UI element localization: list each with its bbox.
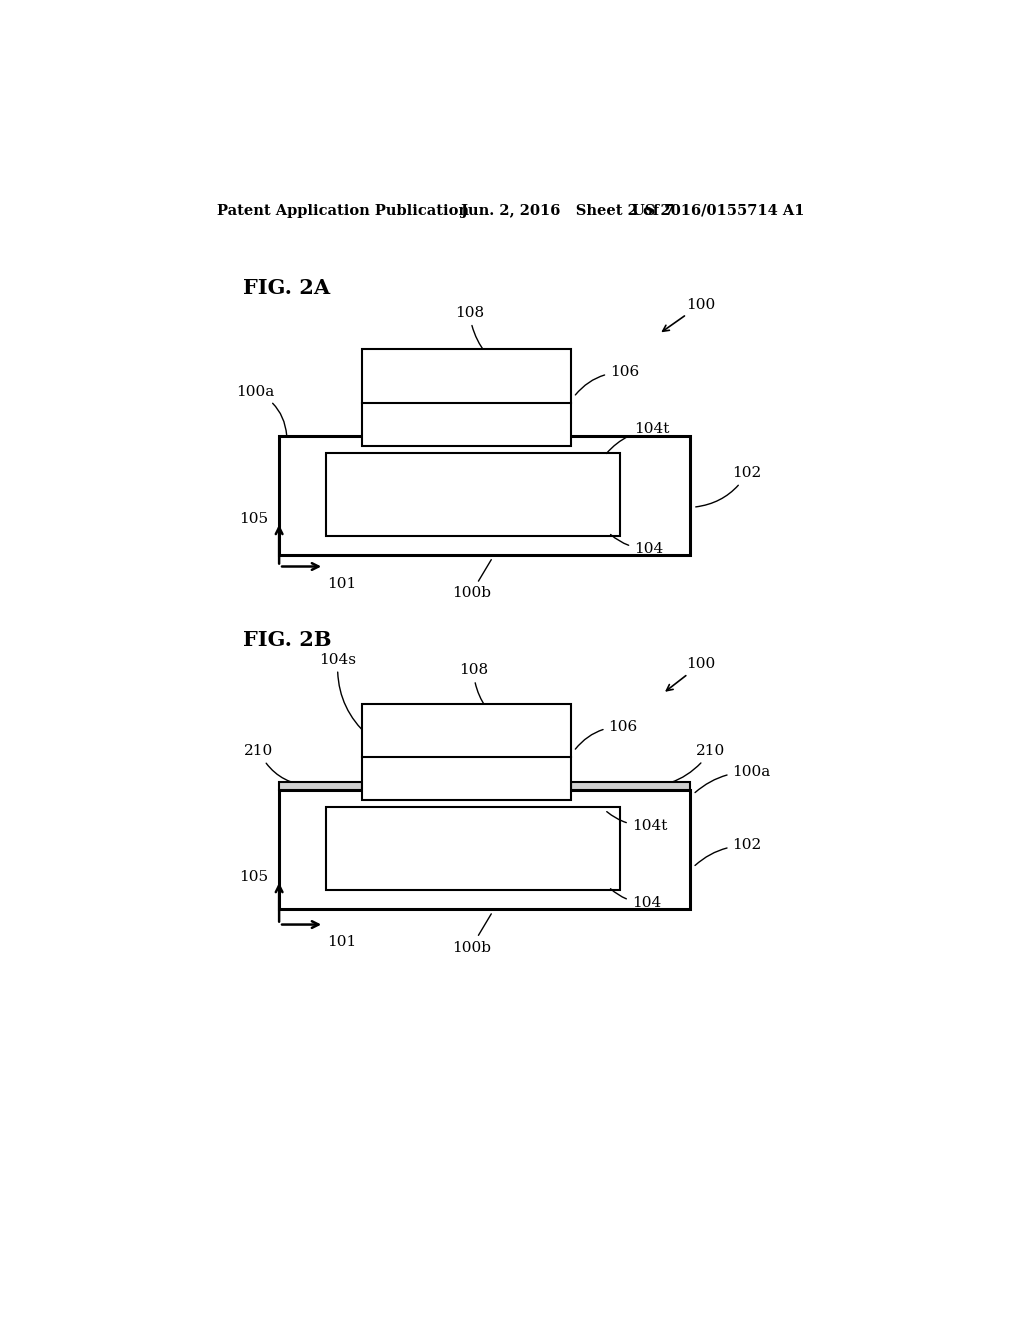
Text: 102: 102 (695, 466, 762, 507)
Text: 104s: 104s (319, 652, 368, 735)
Text: 100a: 100a (695, 766, 771, 792)
Bar (362, 704, 571, 800)
Text: 101: 101 (328, 577, 356, 591)
Text: 100: 100 (663, 297, 715, 331)
Bar (280, 789, 690, 909)
Text: 108: 108 (459, 664, 488, 708)
Text: 105: 105 (240, 870, 268, 884)
Text: Patent Application Publication: Patent Application Publication (217, 203, 469, 218)
Text: 101: 101 (328, 936, 356, 949)
Text: FIG. 2A: FIG. 2A (243, 277, 330, 298)
Text: 100b: 100b (452, 560, 492, 601)
Text: 105: 105 (240, 512, 268, 525)
Text: 100: 100 (667, 657, 715, 690)
Text: 104t: 104t (606, 422, 670, 454)
Bar (280, 436, 690, 554)
Text: 106: 106 (575, 719, 638, 750)
Bar (326, 453, 621, 536)
Text: 102: 102 (695, 838, 762, 866)
Bar (571, 781, 690, 789)
Bar (326, 807, 621, 890)
Text: 104: 104 (610, 888, 662, 909)
Bar (280, 781, 362, 789)
Text: 108: 108 (455, 306, 485, 354)
Bar (362, 350, 571, 446)
Text: 100a: 100a (237, 384, 287, 436)
Text: 210: 210 (245, 744, 309, 785)
Text: 100b: 100b (452, 913, 492, 954)
Text: 104t: 104t (607, 812, 667, 833)
Text: FIG. 2B: FIG. 2B (243, 630, 331, 649)
Text: 104: 104 (610, 535, 664, 556)
Text: 106: 106 (575, 366, 639, 395)
Text: 210: 210 (634, 744, 725, 787)
Text: Jun. 2, 2016   Sheet 2 of 7: Jun. 2, 2016 Sheet 2 of 7 (461, 203, 675, 218)
Text: US 2016/0155714 A1: US 2016/0155714 A1 (632, 203, 804, 218)
